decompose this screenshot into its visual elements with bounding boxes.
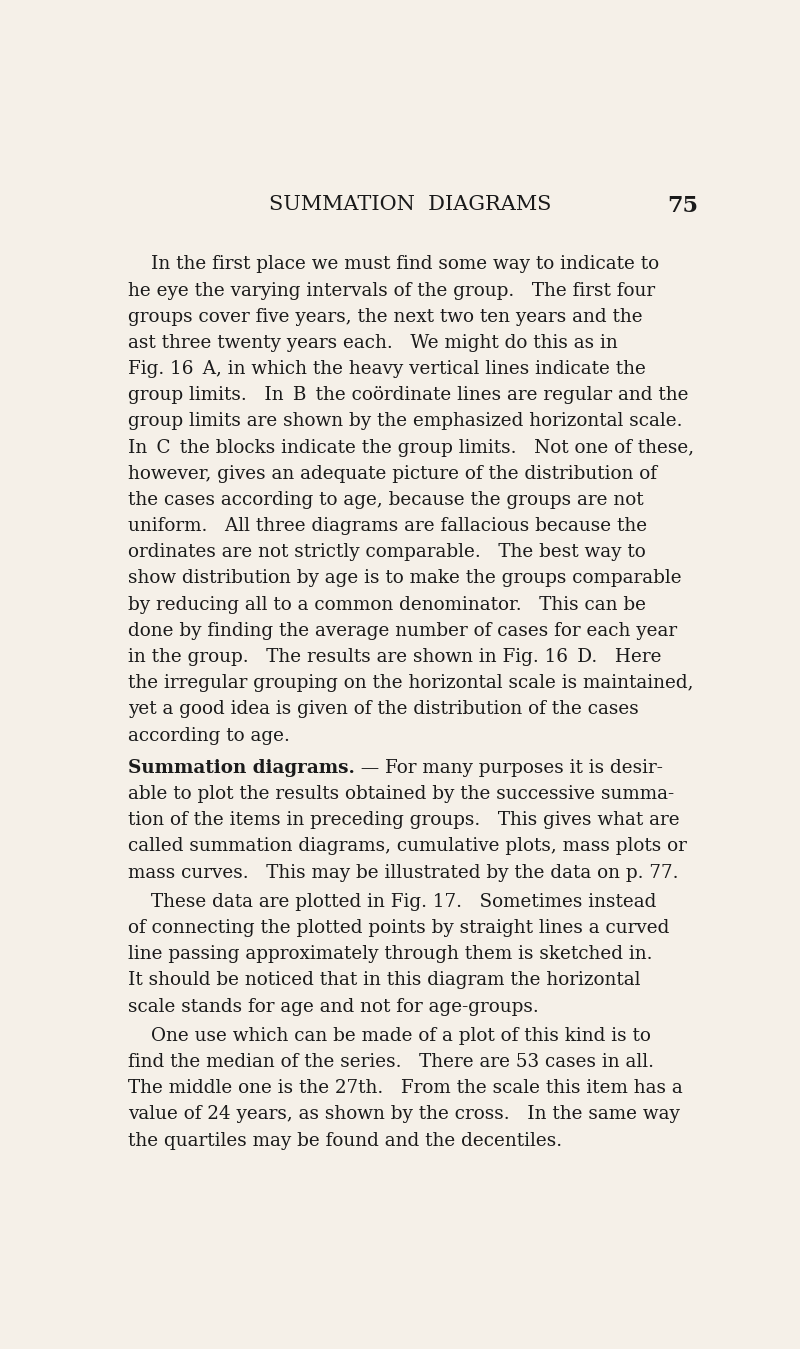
- Text: These data are plotted in Fig. 17.   Sometimes instead: These data are plotted in Fig. 17. Somet…: [151, 893, 657, 911]
- Text: scale stands for age and not for age-groups.: scale stands for age and not for age-gro…: [128, 998, 538, 1016]
- Text: called summation diagrams, cumulative plots, mass plots or: called summation diagrams, cumulative pl…: [128, 838, 686, 855]
- Text: yet a good idea is given of the distribution of the cases: yet a good idea is given of the distribu…: [128, 700, 638, 719]
- Text: tion of the items in preceding groups.   This gives what are: tion of the items in preceding groups. T…: [128, 811, 679, 830]
- Text: The middle one is the 27th.   From the scale this item has a: The middle one is the 27th. From the sca…: [128, 1079, 682, 1097]
- Text: value of 24 years, as shown by the cross.   In the same way: value of 24 years, as shown by the cross…: [128, 1105, 680, 1124]
- Text: ordinates are not strictly comparable.   The best way to: ordinates are not strictly comparable. T…: [128, 544, 646, 561]
- Text: groups cover five years, the next two ten years and the: groups cover five years, the next two te…: [128, 308, 642, 325]
- Text: by reducing all to a common denominator.   This can be: by reducing all to a common denominator.…: [128, 596, 646, 614]
- Text: done by finding the average number of cases for each year: done by finding the average number of ca…: [128, 622, 677, 639]
- Text: ast three twenty years each.   We might do this as in: ast three twenty years each. We might do…: [128, 335, 618, 352]
- Text: Summation diagrams.: Summation diagrams.: [128, 759, 354, 777]
- Text: One use which can be made of a plot of this kind is to: One use which can be made of a plot of t…: [151, 1027, 651, 1045]
- Text: SUMMATION  DIAGRAMS: SUMMATION DIAGRAMS: [269, 196, 551, 214]
- Text: show distribution by age is to make the groups comparable: show distribution by age is to make the …: [128, 569, 682, 587]
- Text: — For many purposes it is desir-: — For many purposes it is desir-: [354, 759, 662, 777]
- Text: he eye the varying intervals of the group.   The first four: he eye the varying intervals of the grou…: [128, 282, 655, 299]
- Text: however, gives an adequate picture of the distribution of: however, gives an adequate picture of th…: [128, 465, 657, 483]
- Text: the cases according to age, because the groups are not: the cases according to age, because the …: [128, 491, 643, 509]
- Text: line passing approximately through them is sketched in.: line passing approximately through them …: [128, 946, 653, 963]
- Text: 75: 75: [667, 196, 698, 217]
- Text: find the median of the series.   There are 53 cases in all.: find the median of the series. There are…: [128, 1054, 654, 1071]
- Text: group limits.   In B the coördinate lines are regular and the: group limits. In B the coördinate lines …: [128, 386, 688, 405]
- Text: of connecting the plotted points by straight lines a curved: of connecting the plotted points by stra…: [128, 919, 670, 938]
- Text: In the first place we must find some way to indicate to: In the first place we must find some way…: [151, 255, 659, 274]
- Text: In C the blocks indicate the group limits.   Not one of these,: In C the blocks indicate the group limit…: [128, 438, 694, 456]
- Text: It should be noticed that in this diagram the horizontal: It should be noticed that in this diagra…: [128, 971, 640, 989]
- Text: able to plot the results obtained by the successive summa-: able to plot the results obtained by the…: [128, 785, 674, 803]
- Text: the quartiles may be found and the decentiles.: the quartiles may be found and the decen…: [128, 1132, 562, 1149]
- Text: in the group.   The results are shown in Fig. 16 D.   Here: in the group. The results are shown in F…: [128, 648, 662, 666]
- Text: uniform.   All three diagrams are fallacious because the: uniform. All three diagrams are fallacio…: [128, 517, 647, 536]
- Text: according to age.: according to age.: [128, 727, 290, 745]
- Text: group limits are shown by the emphasized horizontal scale.: group limits are shown by the emphasized…: [128, 413, 682, 430]
- Text: mass curves.   This may be illustrated by the data on p. 77.: mass curves. This may be illustrated by …: [128, 863, 678, 882]
- Text: Fig. 16 A, in which the heavy vertical lines indicate the: Fig. 16 A, in which the heavy vertical l…: [128, 360, 646, 378]
- Text: the irregular grouping on the horizontal scale is maintained,: the irregular grouping on the horizontal…: [128, 674, 694, 692]
